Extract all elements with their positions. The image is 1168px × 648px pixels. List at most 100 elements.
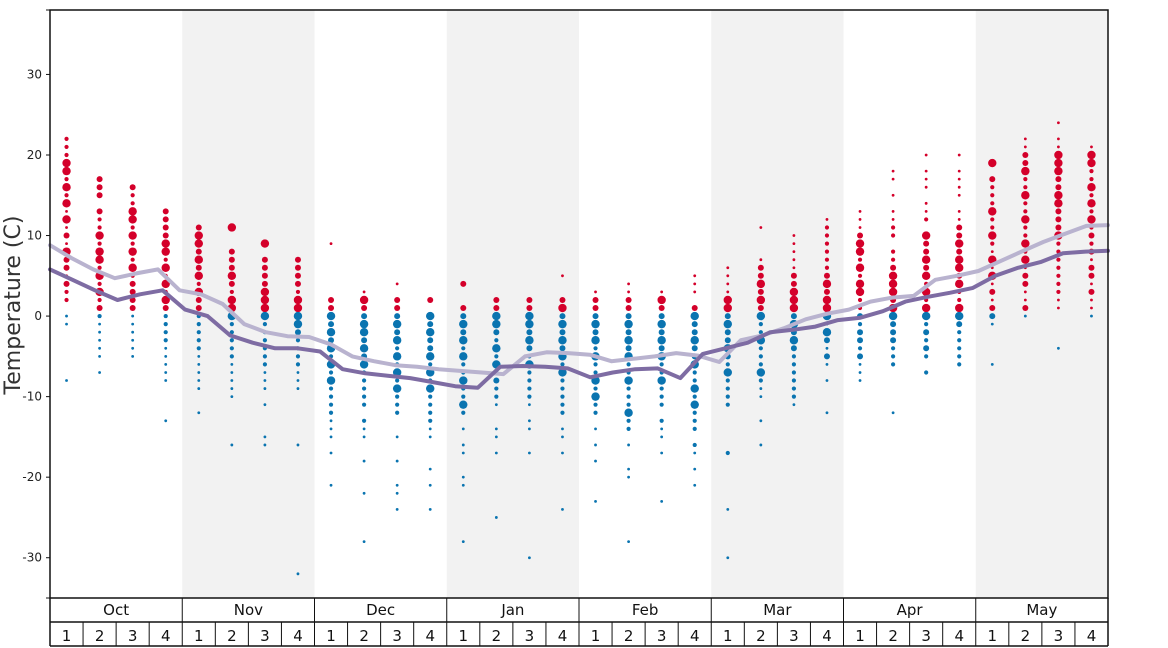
temperature-point — [825, 346, 829, 350]
x-axis: Oct 1 2 3 4 Nov 1 2 3 4 Dec 1 2 3 4 Jan 1 2 3 4 Feb 1 2 3 4 Mar 1 2… — [49, 598, 1109, 647]
temperature-point — [791, 378, 797, 383]
temperature-point — [724, 313, 731, 320]
week-label: 2 — [359, 627, 369, 645]
temperature-point — [725, 450, 730, 456]
temperature-point — [131, 330, 135, 334]
temperature-point — [627, 290, 630, 294]
temperature-point — [163, 257, 168, 262]
temperature-point — [692, 378, 697, 383]
temperature-point — [459, 336, 468, 345]
temperature-point — [329, 483, 333, 487]
week-label: 2 — [888, 627, 898, 645]
temperature-point — [592, 296, 599, 303]
temperature-point — [792, 234, 796, 237]
temperature-point — [229, 338, 234, 343]
temperature-point — [624, 408, 633, 417]
temperature-point — [97, 265, 102, 270]
temperature-point — [823, 288, 830, 295]
temperature-point — [1056, 273, 1061, 278]
temperature-point — [691, 345, 698, 352]
temperature-point — [988, 158, 997, 168]
temperature-point — [726, 282, 730, 286]
temperature-point — [194, 271, 203, 281]
temperature-point — [725, 394, 730, 399]
temperature-point — [957, 362, 962, 367]
temperature-point — [924, 354, 929, 359]
temperature-point — [296, 371, 300, 374]
temperature-point — [164, 354, 168, 358]
temperature-point — [1055, 208, 1062, 215]
temperature-point — [461, 475, 465, 479]
temperature-point — [230, 443, 234, 447]
temperature-point — [1055, 184, 1062, 191]
temperature-point — [990, 185, 995, 190]
temperature-point — [1088, 288, 1095, 295]
temperature-point — [98, 354, 101, 358]
temperature-point — [492, 319, 501, 329]
temperature-point — [128, 263, 137, 272]
temperature-point — [63, 264, 70, 271]
temperature-point — [163, 330, 168, 335]
temperature-point — [527, 370, 532, 375]
temperature-point — [594, 499, 597, 503]
temperature-point — [627, 467, 630, 471]
temperature-point — [990, 201, 995, 206]
temperature-point — [1023, 298, 1027, 302]
temperature-point — [560, 402, 565, 407]
temperature-point — [924, 153, 928, 157]
temperature-point — [659, 418, 664, 423]
temperature-point — [726, 266, 730, 270]
temperature-point — [95, 255, 104, 264]
temperature-point — [359, 344, 369, 353]
temperature-point — [657, 376, 666, 385]
temperature-point — [428, 435, 432, 439]
temperature-point — [260, 287, 270, 297]
temperature-point — [924, 338, 929, 343]
temperature-point — [359, 295, 369, 305]
temperature-point — [328, 305, 335, 312]
temperature-point — [1057, 121, 1060, 125]
temperature-point — [1090, 298, 1093, 302]
temperature-point — [64, 297, 69, 303]
temperature-point — [229, 330, 234, 335]
temperature-point — [792, 242, 796, 245]
temperature-point — [164, 419, 168, 423]
temperature-point — [461, 540, 465, 544]
temperature-point — [988, 231, 997, 240]
temperature-point — [756, 295, 766, 305]
temperature-point — [956, 248, 963, 255]
temperature-point — [1056, 241, 1061, 246]
temperature-point — [197, 379, 201, 382]
temperature-point — [855, 263, 865, 272]
temperature-point — [594, 443, 597, 447]
temperature-point — [824, 233, 830, 238]
temperature-point — [791, 386, 797, 391]
temperature-point — [955, 279, 964, 289]
temperature-point — [921, 255, 931, 264]
temperature-point — [593, 346, 598, 351]
temperature-point — [527, 378, 532, 383]
temperature-point — [195, 248, 202, 255]
month-label: Oct — [103, 601, 129, 619]
temperature-point — [195, 305, 202, 312]
temperature-point — [560, 386, 565, 391]
temperature-point — [494, 516, 498, 519]
temperature-point — [296, 387, 300, 390]
temperature-point — [923, 329, 930, 336]
temperature-point — [427, 296, 434, 303]
temperature-point — [96, 184, 103, 191]
temperature-point — [1023, 225, 1028, 230]
temperature-point — [924, 169, 928, 173]
temperature-point — [1056, 289, 1061, 295]
temperature-point — [194, 239, 203, 248]
temperature-point — [1087, 158, 1096, 168]
temperature-point — [229, 289, 234, 295]
temperature-point — [361, 378, 367, 383]
temperature-point — [1056, 265, 1061, 270]
temperature-point — [162, 305, 169, 312]
temperature-point — [626, 394, 631, 399]
temperature-point — [328, 321, 335, 328]
temperature-point — [891, 411, 895, 415]
temperature-point — [326, 376, 336, 385]
temperature-point — [62, 199, 71, 208]
